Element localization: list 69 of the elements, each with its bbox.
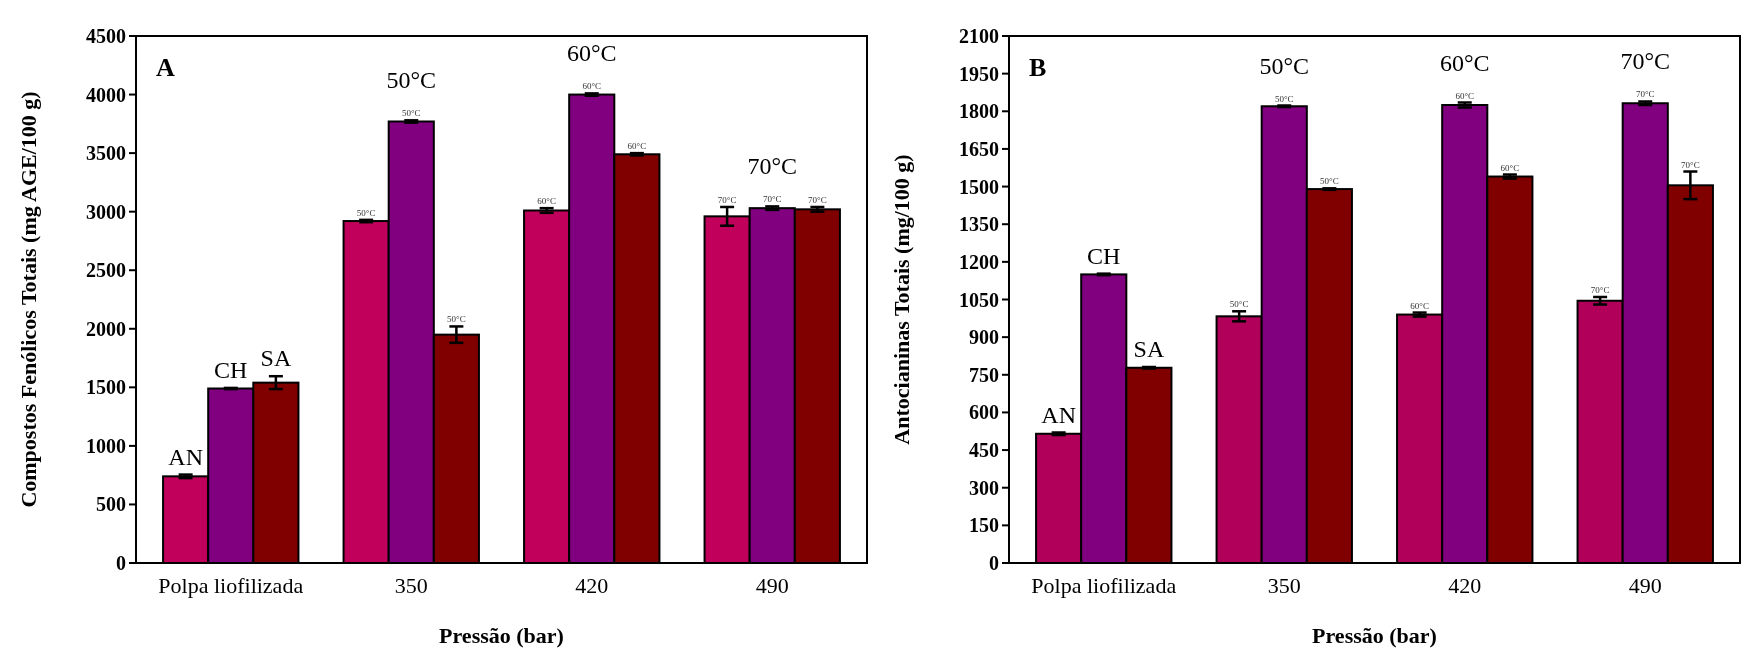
x-tick-label: 350 xyxy=(394,573,428,598)
y-tick-label: 900 xyxy=(969,326,999,349)
annotation: 60°C xyxy=(1439,49,1490,76)
x-tick-label: Polpa liofilizada xyxy=(158,573,304,598)
x-tick-label: 490 xyxy=(755,573,789,598)
y-axis-title: Antocianinas Totais (mg/100 g) xyxy=(889,154,914,445)
annotation: 70°C xyxy=(747,153,798,180)
y-tick-label: 1050 xyxy=(959,288,999,311)
y-tick-label: 500 xyxy=(96,493,126,516)
y-tick-label: 450 xyxy=(969,439,999,462)
y-tick-label: 600 xyxy=(969,401,999,424)
annotation: 60°C xyxy=(537,196,556,207)
series-label: CH xyxy=(214,356,248,383)
annotation: 50°C xyxy=(1259,52,1310,79)
y-tick-label: 150 xyxy=(969,514,999,537)
series-label: AN xyxy=(1041,401,1076,428)
annotation: 70°C xyxy=(1635,89,1655,100)
x-axis-title: Pressão (bar) xyxy=(439,623,564,648)
annotation: 70°C xyxy=(1590,284,1610,295)
annotation: 60°C xyxy=(1500,162,1520,173)
y-tick-label: 1500 xyxy=(959,175,999,198)
y-tick-label: 3000 xyxy=(86,200,126,223)
annotation: 60°C xyxy=(1455,90,1475,101)
x-tick-label: 350 xyxy=(1267,573,1301,598)
annotation: 70°C xyxy=(1681,159,1700,170)
y-tick-label: 1650 xyxy=(959,137,999,160)
y-tick-label: 1000 xyxy=(86,434,126,457)
y-tick-label: 1800 xyxy=(959,100,999,123)
y-tick-label: 3500 xyxy=(86,142,126,165)
y-tick-label: 300 xyxy=(969,476,999,499)
x-tick-label: 420 xyxy=(575,573,609,598)
annotation: 50°C xyxy=(1229,299,1249,310)
annotation: 60°C xyxy=(566,40,617,67)
y-tick-label: 2500 xyxy=(86,259,126,282)
annotation: 70°C xyxy=(808,194,827,205)
y-tick-label: 0 xyxy=(116,552,126,574)
series-label: SA xyxy=(1133,336,1165,363)
y-tick-label: 4500 xyxy=(86,25,126,47)
annotation: 50°C xyxy=(1320,176,1339,187)
annotation: 60°C xyxy=(1410,300,1429,311)
annotation: 50°C xyxy=(356,207,376,218)
x-tick-label: 490 xyxy=(1628,573,1662,598)
annotation: B xyxy=(1029,53,1047,82)
y-tick-label: 0 xyxy=(989,552,999,574)
y-axis-title: Compostos Fenólicos Totais (mg AGE/100 g) xyxy=(16,91,41,508)
annotation: A xyxy=(156,53,175,82)
annotation: 60°C xyxy=(582,81,602,92)
annotation: 70°C xyxy=(1620,48,1671,75)
y-tick-label: 1350 xyxy=(959,213,999,236)
x-tick-label: Polpa liofilizada xyxy=(1031,573,1177,598)
annotation: 70°C xyxy=(717,194,737,205)
annotation: 50°C xyxy=(386,67,437,94)
annotation: 50°C xyxy=(1274,93,1294,104)
series-label: AN xyxy=(168,443,203,470)
annotation: 70°C xyxy=(762,194,782,205)
y-tick-label: 1200 xyxy=(959,250,999,273)
y-tick-label: 1500 xyxy=(86,376,126,399)
y-tick-label: 4000 xyxy=(86,83,126,106)
y-tick-label: 1950 xyxy=(959,62,999,85)
annotation: 50°C xyxy=(447,314,466,325)
annotation: 60°C xyxy=(627,141,647,152)
series-label: CH xyxy=(1087,242,1121,269)
y-tick-label: 2100 xyxy=(959,25,999,47)
y-tick-label: 2000 xyxy=(86,317,126,340)
annotation: 50°C xyxy=(401,108,421,119)
series-label: SA xyxy=(260,345,292,372)
x-tick-label: 420 xyxy=(1448,573,1482,598)
y-tick-label: 750 xyxy=(969,363,999,386)
x-axis-title: Pressão (bar) xyxy=(1312,623,1437,648)
